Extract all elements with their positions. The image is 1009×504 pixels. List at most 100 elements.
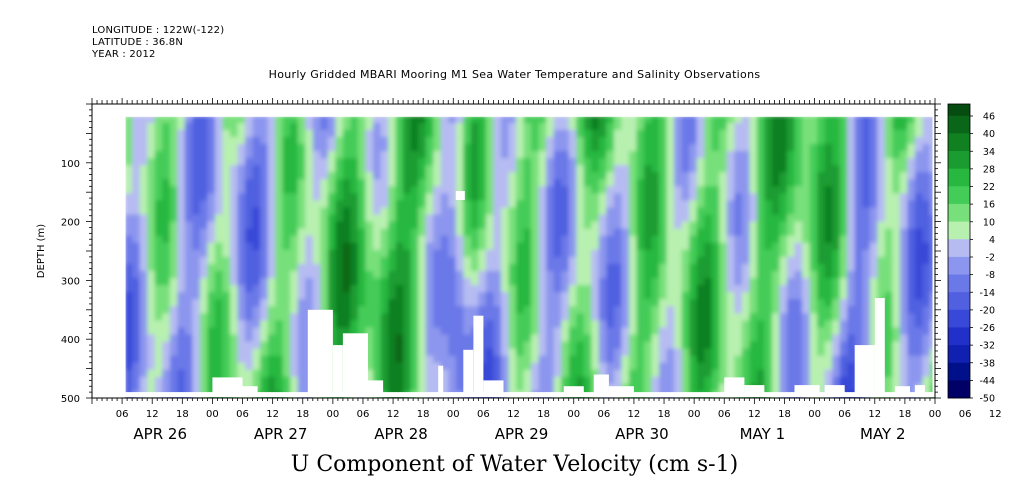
longitude-label: LONGITUDE : 122W(-122) (92, 25, 225, 36)
colorbar-label: -50 (979, 394, 995, 405)
colorbar-swatch (948, 392, 970, 399)
missing-block (93, 105, 934, 117)
colorbar-label: 40 (983, 129, 995, 140)
colorbar-swatch (948, 339, 970, 346)
colorbar: 46 40 34 28 22 16 10 4 -2 -8 -14 -20 -26 -32 -38 -44 -50 (947, 103, 995, 405)
axes: 06 12 18 00 06 12 18 00 06 12 18 00 06 12 18 00 06 12 18 00… (61, 98, 1002, 443)
colorbar-swatch (948, 156, 970, 164)
colorbar-swatch (948, 356, 970, 364)
colorbar-label: 16 (983, 200, 995, 211)
colorbar-swatch (948, 133, 970, 140)
x-hour-tick-label: 18 (296, 409, 309, 420)
colorbar-swatch (948, 109, 970, 117)
missing-block (563, 386, 584, 397)
latitude-label: LATITUDE : 36.8N (92, 37, 184, 48)
x-hour-tick-label: 06 (116, 409, 129, 420)
x-hour-tick-label: 18 (899, 409, 912, 420)
x-day-label: APR 28 (374, 425, 428, 443)
colorbar-swatch (948, 168, 970, 175)
missing-block (463, 349, 474, 397)
colorbar-swatch (948, 292, 970, 299)
colorbar-swatch (948, 221, 970, 228)
colorbar-swatch (948, 203, 970, 211)
colorbar-label: -8 (986, 270, 995, 281)
y-axis-label: DEPTH (m) (36, 224, 47, 278)
colorbar-swatch (948, 268, 970, 275)
x-hour-tick-label: 12 (989, 409, 1002, 420)
missing-block (608, 386, 634, 397)
x-hour-tick-label: 00 (447, 409, 460, 420)
x-hour-tick-label: 00 (808, 409, 821, 420)
y-tick-label: 500 (61, 394, 80, 405)
colorbar-label: 4 (989, 235, 995, 246)
colorbar-swatch (948, 115, 970, 123)
plot-title: Hourly Gridded MBARI Mooring M1 Sea Wate… (268, 68, 761, 81)
colorbar-label: 22 (983, 182, 995, 193)
colorbar-swatch (948, 162, 970, 170)
colorbar-swatch (948, 280, 970, 287)
x-hour-tick-label: 18 (417, 409, 430, 420)
colorbar-swatch (948, 198, 970, 205)
x-day-label: APR 29 (495, 425, 549, 443)
colorbar-swatch (948, 309, 970, 317)
colorbar-swatch (948, 333, 970, 340)
colorbar-swatch (948, 233, 970, 240)
x-hour-tick-label: 18 (778, 409, 791, 420)
colorbar-label: -26 (979, 323, 995, 334)
missing-block (744, 385, 765, 397)
colorbar-swatch (948, 215, 970, 222)
x-day-label: APR 26 (133, 425, 187, 443)
colorbar-label: -14 (979, 288, 995, 299)
x-day-label: APR 30 (615, 425, 669, 443)
x-hour-tick-label: 12 (266, 409, 279, 420)
colorbar-swatch (948, 321, 970, 328)
colorbar-label: 10 (983, 217, 995, 228)
y-tick-label: 300 (61, 276, 80, 287)
colorbar-label: -20 (979, 305, 995, 316)
missing-block (342, 333, 368, 397)
x-hour-tick-label: 12 (868, 409, 881, 420)
colorbar-swatch (948, 380, 970, 387)
x-hour-tick-label: 06 (718, 409, 731, 420)
colorbar-swatch (948, 345, 970, 352)
heatmap-field (124, 115, 935, 398)
colorbar-swatch (948, 121, 970, 128)
colorbar-label: -32 (979, 341, 995, 352)
colorbar-label: 34 (983, 147, 995, 158)
colorbar-swatch (948, 245, 970, 252)
missing-block (438, 365, 444, 397)
colorbar-swatch (948, 286, 970, 293)
x-hour-tick-label: 06 (838, 409, 851, 420)
colorbar-swatch (948, 127, 970, 134)
colorbar-swatch (948, 145, 970, 152)
x-hour-tick-label: 18 (658, 409, 671, 420)
colorbar-swatch (948, 151, 970, 158)
colorbar-swatch (948, 180, 970, 187)
missing-block (914, 385, 925, 397)
x-hour-tick-label: 12 (748, 409, 761, 420)
x-hour-tick-label: 06 (236, 409, 249, 420)
x-hour-tick-label: 12 (507, 409, 520, 420)
colorbar-swatch (948, 104, 970, 111)
colorbar-swatch (948, 374, 970, 381)
x-hour-tick-label: 06 (477, 409, 490, 420)
variable-title: U Component of Water Velocity (cm s-1) (290, 452, 739, 477)
missing-block (307, 309, 333, 397)
missing-block (824, 385, 845, 397)
colorbar-swatch (948, 298, 970, 305)
x-hour-tick-label: 12 (146, 409, 159, 420)
colorbar-frame (947, 103, 971, 399)
missing-block (794, 385, 820, 397)
colorbar-label: -2 (986, 253, 995, 264)
colorbar-label: -44 (979, 376, 995, 387)
colorbar-swatch (948, 362, 970, 369)
x-hour-tick-label: 12 (387, 409, 400, 420)
y-tick-label: 100 (61, 159, 80, 170)
x-day-label: MAY 1 (740, 425, 786, 443)
colorbar-swatch (948, 192, 970, 199)
colorbar-swatch (948, 256, 970, 264)
colorbar-swatch (948, 174, 970, 181)
missing-block (242, 386, 258, 397)
colorbar-label: 46 (983, 112, 995, 123)
